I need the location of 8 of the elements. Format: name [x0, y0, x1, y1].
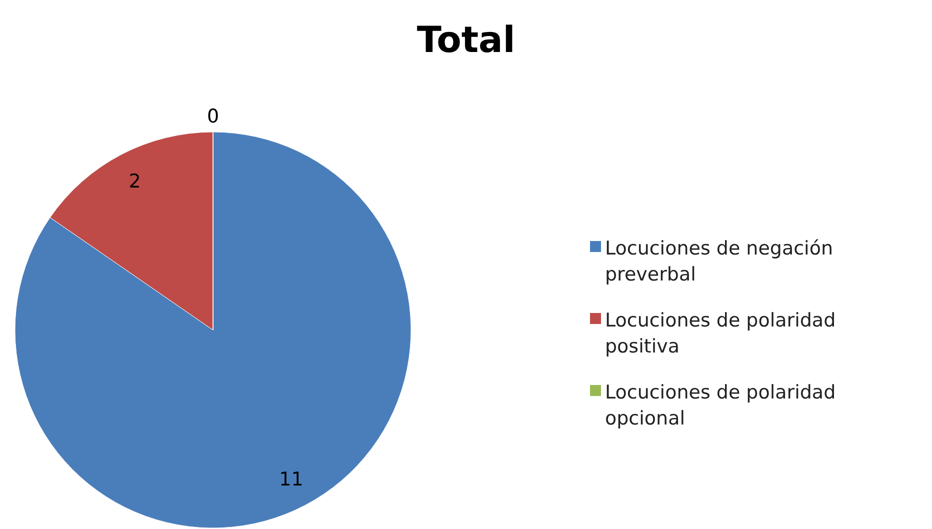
legend-label: Locuciones de polaridad positiva: [605, 310, 836, 358]
legend-label: Locuciones de polaridad opcional: [605, 382, 836, 430]
chart-title: Total: [416, 20, 516, 61]
text: 0: [206, 106, 220, 128]
legend-label: Locuciones de negación preverbal: [605, 238, 833, 286]
data-label: 2: [128, 170, 141, 193]
pie-slice: [14, 132, 412, 528]
data-label: 11: [279, 468, 304, 491]
